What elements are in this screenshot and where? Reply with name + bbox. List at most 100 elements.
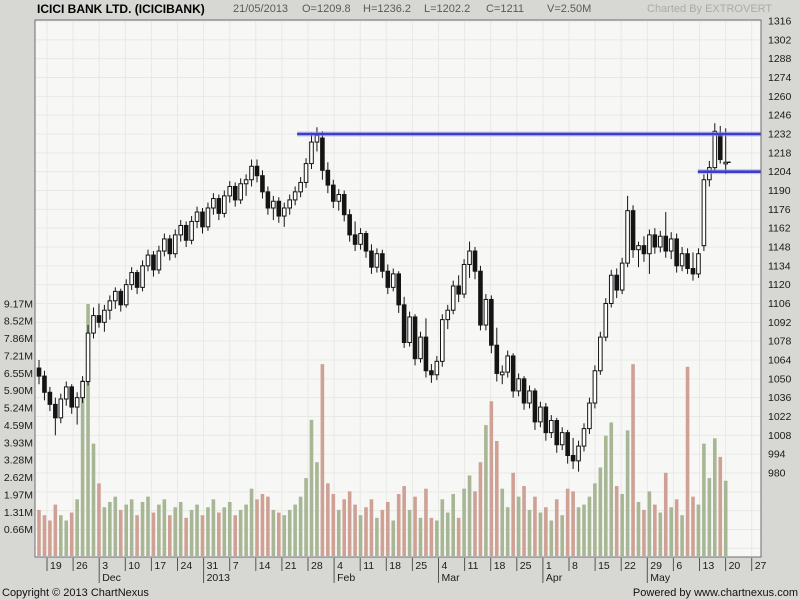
- candle-down: [260, 175, 265, 193]
- volume-bar: [718, 456, 723, 556]
- volume-bar: [582, 504, 586, 556]
- charted-by-credit: Charted By EXTROVERT: [647, 3, 773, 15]
- volume-bar: [353, 504, 357, 556]
- candle-up: [172, 234, 178, 255]
- volume-bar: [184, 517, 188, 556]
- date-tick-label: 18: [389, 560, 401, 572]
- candle-up: [91, 315, 96, 334]
- volume-bar: [178, 501, 183, 556]
- quote-high: H=1236.2: [363, 3, 412, 15]
- date-tick-label: 6: [676, 560, 682, 572]
- candle-down: [385, 270, 391, 288]
- volume-bar: [418, 517, 423, 556]
- volume-bar: [560, 515, 564, 556]
- volume-bar: [287, 509, 292, 556]
- candle-down: [96, 315, 102, 323]
- volume-bar: [462, 488, 466, 556]
- candle-up: [271, 200, 276, 209]
- date-tick-label: 4: [337, 560, 343, 572]
- candle-up: [205, 207, 211, 228]
- volume-bar: [380, 509, 385, 556]
- candle-up: [222, 195, 227, 214]
- volume-bar: [124, 504, 128, 556]
- candle-down: [118, 290, 124, 306]
- candle-up: [636, 245, 641, 251]
- volume-tick-label: 9.17M: [4, 298, 33, 310]
- candle-up: [712, 130, 718, 169]
- volume-bar: [59, 515, 63, 556]
- volume-bar: [489, 401, 494, 556]
- candle-down: [69, 386, 75, 408]
- candle-down: [380, 253, 385, 272]
- volume-bar: [527, 509, 532, 556]
- volume-bar: [282, 515, 287, 556]
- volume-bar: [522, 486, 526, 556]
- price-tick-label: 1106: [768, 298, 791, 310]
- candle-up: [211, 198, 216, 209]
- candle-up: [292, 191, 298, 201]
- candle-up: [581, 428, 587, 447]
- volume-bar: [168, 515, 172, 556]
- volume-bar: [604, 435, 608, 556]
- candle-up: [505, 355, 510, 373]
- candle-down: [472, 250, 478, 272]
- volume-bar: [653, 504, 657, 556]
- quote-low: L=1202.2: [424, 3, 471, 15]
- volume-bar: [636, 501, 641, 556]
- date-tick-label: 1: [546, 560, 552, 572]
- date-tick-label: 10: [128, 560, 140, 572]
- volume-bar: [277, 512, 281, 556]
- volume-bar: [549, 520, 554, 556]
- volume-bar: [484, 425, 488, 556]
- price-tick-label: 1008: [768, 430, 792, 442]
- candle-down: [570, 454, 576, 462]
- volume-bar: [375, 517, 379, 556]
- instrument-title: ICICI BANK LTD. (ICICIBANK): [37, 2, 205, 16]
- volume-bar: [233, 515, 237, 556]
- volume-bar: [64, 520, 69, 556]
- powered-by-link[interactable]: Powered by www.chartnexus.com: [632, 587, 798, 599]
- date-tick-label: 15: [598, 560, 610, 572]
- price-tick-label: 1232: [768, 128, 792, 140]
- quote-volume: V=2.50M: [547, 3, 592, 15]
- candle-down: [183, 224, 189, 241]
- candle-up: [374, 253, 380, 268]
- volume-bar: [614, 486, 619, 556]
- price-tick-label: 1288: [768, 53, 792, 65]
- candle-up: [696, 253, 701, 275]
- candle-up: [140, 265, 145, 288]
- volume-bar: [211, 499, 216, 556]
- volume-tick-label: 6.55M: [4, 368, 33, 380]
- month-label: Dec: [102, 572, 121, 584]
- candle-up: [189, 220, 194, 241]
- candle-down: [456, 285, 461, 295]
- candle-down: [401, 304, 407, 344]
- volume-bar: [293, 504, 297, 556]
- month-label: Apr: [546, 572, 563, 584]
- quote-date: 21/05/2013: [233, 3, 289, 15]
- volume-bar: [195, 504, 199, 556]
- volume-bar: [189, 509, 194, 556]
- candle-up: [461, 263, 467, 295]
- date-tick-label: 3: [102, 560, 108, 572]
- volume-bar: [429, 517, 434, 556]
- plot-border: [34, 19, 762, 558]
- candle-down: [652, 234, 658, 248]
- volume-bar: [91, 443, 96, 556]
- candle-up: [418, 336, 423, 360]
- volume-bar: [326, 483, 330, 556]
- date-tick-label: 21: [285, 560, 297, 572]
- volume-bar: [391, 520, 396, 556]
- candle-up: [102, 309, 107, 323]
- candle-up: [336, 194, 342, 202]
- candle-down: [341, 194, 347, 216]
- candle-up: [603, 302, 609, 338]
- volume-bar: [571, 491, 575, 556]
- volume-tick-label: 0.66M: [4, 524, 33, 536]
- volume-bar: [680, 515, 684, 556]
- price-tick-label: 1092: [768, 317, 792, 329]
- volume-bar: [266, 496, 270, 556]
- volume-bar: [42, 515, 47, 556]
- volume-bar: [587, 496, 592, 556]
